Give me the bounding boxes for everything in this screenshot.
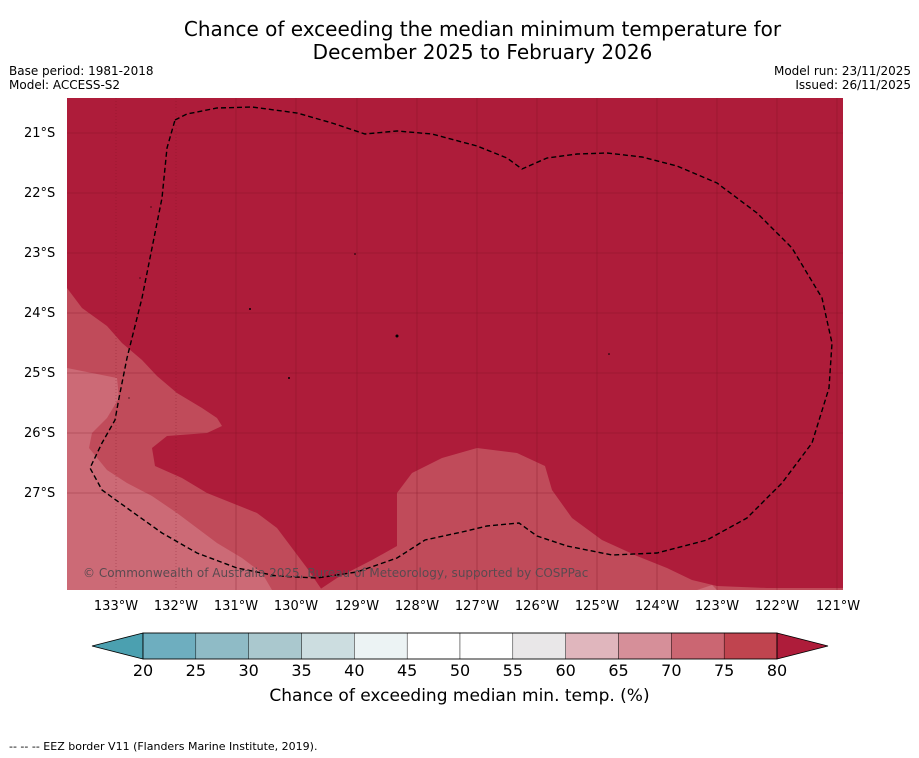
- colorbar-swatches: [91, 632, 829, 660]
- colorbar-swatch-75: [723, 632, 778, 660]
- colorbar-tick-60: 60: [555, 661, 576, 680]
- model-name: Model: ACCESS-S2: [9, 78, 121, 92]
- region-70: [67, 368, 272, 590]
- title-line-1: Chance of exceeding the median minimum t…: [183, 17, 782, 41]
- lon-label-129w: 129°W: [334, 599, 380, 614]
- colorbar-tick-40: 40: [344, 661, 365, 680]
- colorbar-tick-75: 75: [713, 661, 735, 680]
- colorbar-tick-45: 45: [396, 661, 418, 680]
- colorbar-extend-high: [776, 632, 829, 660]
- issued-date: Issued: 26/11/2025: [795, 78, 911, 92]
- colorbar-swatch-35: [301, 632, 355, 660]
- lat-label-23s: 23°S: [24, 246, 56, 261]
- lat-label-25s: 25°S: [24, 366, 56, 381]
- colorbar-swatch-30: [248, 632, 302, 660]
- colorbar-tick-35: 35: [291, 661, 312, 680]
- grid-lines: [67, 98, 843, 590]
- lon-label-132w: 132°W: [153, 599, 199, 614]
- colorbar-swatch-45: [406, 632, 461, 660]
- colorbar-swatch-60: [565, 632, 619, 660]
- lon-label-131w: 131°W: [213, 599, 259, 614]
- lon-label-125w: 125°W: [574, 599, 620, 614]
- eez-border: [89, 106, 833, 579]
- lat-label-27s: 27°S: [24, 486, 56, 501]
- colorbar-tick-25: 25: [185, 661, 207, 680]
- model-run: Model run: 23/11/2025: [773, 64, 911, 78]
- base-period: Base period: 1981-2018: [9, 64, 154, 78]
- colorbar: [91, 632, 829, 660]
- colorbar-swatch-50: [459, 632, 514, 660]
- eez-footnote: -- -- -- EEZ border V11 (Flanders Marine…: [9, 740, 318, 753]
- region-70-south: [697, 585, 717, 590]
- colorbar-swatch-40: [354, 632, 408, 660]
- colorbar-tick-80: 80: [766, 661, 788, 680]
- colorbar-tick-20: 20: [132, 661, 154, 680]
- meta-left: Base period: 1981-2018 Model: ACCESS-S2: [9, 64, 154, 92]
- colorbar-swatch-65: [618, 632, 672, 660]
- colorbar-tick-65: 65: [608, 661, 629, 680]
- islands: [128, 206, 610, 399]
- lon-label-128w: 128°W: [394, 599, 440, 614]
- colorbar-label: Chance of exceeding median min. temp. (%…: [269, 686, 650, 706]
- lon-label-121w: 121°W: [815, 599, 861, 614]
- lon-label-130w: 130°W: [273, 599, 319, 614]
- region-75-south: [319, 448, 843, 590]
- colorbar-tick-70: 70: [661, 661, 682, 680]
- colorbar-frame: [142, 632, 778, 660]
- map-canvas: [67, 98, 843, 590]
- colorbar-extend-low: [91, 632, 144, 660]
- colorbar-swatch-70: [671, 632, 725, 660]
- lon-label-127w: 127°W: [454, 599, 500, 614]
- colorbar-tick-30: 30: [238, 661, 259, 680]
- title-line-2: December 2025 to February 2026: [312, 40, 653, 64]
- lat-label-21s: 21°S: [24, 126, 56, 141]
- lon-label-122w: 122°W: [754, 599, 800, 614]
- copyright-notice: © Commonwealth of Australia 2025, Bureau…: [83, 566, 589, 580]
- colorbar-swatch-25: [195, 632, 249, 660]
- lon-label-124w: 124°W: [634, 599, 680, 614]
- lat-label-24s: 24°S: [24, 306, 56, 321]
- lon-label-126w: 126°W: [514, 599, 560, 614]
- lon-label-133w: 133°W: [93, 599, 139, 614]
- lat-label-22s: 22°S: [24, 186, 56, 201]
- meta-right: Model run: 23/11/2025 Issued: 26/11/2025: [774, 64, 911, 92]
- colorbar-swatch-55: [512, 632, 566, 660]
- map-title: Chance of exceeding the median minimum t…: [0, 18, 919, 64]
- colorbar-tick-55: 55: [502, 661, 524, 680]
- lat-label-26s: 26°S: [24, 426, 56, 441]
- colorbar-tick-50: 50: [449, 661, 471, 680]
- lon-label-123w: 123°W: [694, 599, 740, 614]
- colorbar-swatch-20: [142, 632, 197, 660]
